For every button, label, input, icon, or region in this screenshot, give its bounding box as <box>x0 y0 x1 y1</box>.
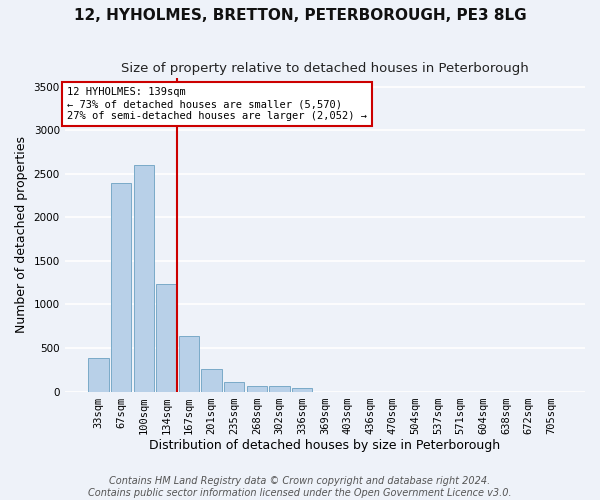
Bar <box>292 388 313 392</box>
Bar <box>179 336 199 392</box>
Text: 12 HYHOLMES: 139sqm
← 73% of detached houses are smaller (5,570)
27% of semi-det: 12 HYHOLMES: 139sqm ← 73% of detached ho… <box>67 88 367 120</box>
Bar <box>224 382 244 392</box>
Text: 12, HYHOLMES, BRETTON, PETERBOROUGH, PE3 8LG: 12, HYHOLMES, BRETTON, PETERBOROUGH, PE3… <box>74 8 526 22</box>
Bar <box>134 165 154 392</box>
X-axis label: Distribution of detached houses by size in Peterborough: Distribution of detached houses by size … <box>149 440 500 452</box>
Title: Size of property relative to detached houses in Peterborough: Size of property relative to detached ho… <box>121 62 529 76</box>
Text: Contains HM Land Registry data © Crown copyright and database right 2024.
Contai: Contains HM Land Registry data © Crown c… <box>88 476 512 498</box>
Bar <box>202 370 222 392</box>
Bar <box>156 284 176 392</box>
Bar <box>111 182 131 392</box>
Bar <box>269 386 290 392</box>
Bar <box>247 386 267 392</box>
Y-axis label: Number of detached properties: Number of detached properties <box>15 136 28 334</box>
Bar <box>88 358 109 392</box>
